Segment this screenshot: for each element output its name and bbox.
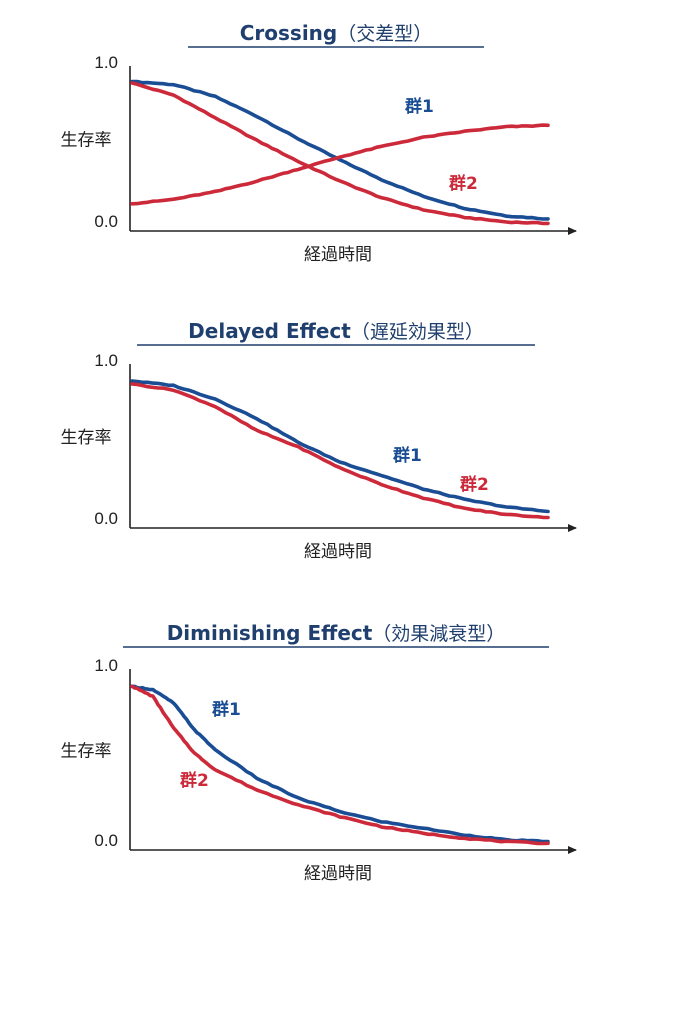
chart-title: Diminishing Effect（効果減衰型） <box>167 621 506 645</box>
y-axis-label: 生存率 <box>61 131 112 151</box>
chart-title: Crossing（交差型） <box>240 21 433 45</box>
x-axis-label: 経過時間 <box>304 864 372 884</box>
series-line-group2 <box>130 81 550 226</box>
y-tick-label-top: 1.0 <box>94 351 118 370</box>
y-axis-label: 生存率 <box>61 742 112 762</box>
chart-title-main: Crossing <box>240 21 338 45</box>
chart-title-paren: （効果減衰型） <box>372 623 505 645</box>
series-label-group1: 群1 <box>212 699 241 720</box>
y-tick-label-bottom: 0.0 <box>94 831 118 850</box>
y-tick-label-bottom: 0.0 <box>94 509 118 528</box>
chart-title: Delayed Effect（遅延効果型） <box>188 319 484 343</box>
series-label-group1: 群1 <box>405 96 434 117</box>
y-tick-label-top: 1.0 <box>94 656 118 675</box>
y-tick-label-top: 1.0 <box>94 53 118 72</box>
series-label-group2: 群2 <box>180 770 209 791</box>
series-line-group2 <box>130 684 550 846</box>
series-label-group2: 群2 <box>460 474 489 495</box>
y-tick-label-bottom: 0.0 <box>94 212 118 231</box>
y-axis-label: 生存率 <box>61 428 112 448</box>
x-axis-label: 経過時間 <box>304 542 372 562</box>
series-line-group2 <box>130 382 550 520</box>
chart-title-main: Delayed Effect <box>188 319 351 343</box>
series-line-group1 <box>130 379 550 514</box>
series-line-group2-tail <box>130 123 550 206</box>
series-line-group1 <box>130 684 550 844</box>
chart-title-paren: （交差型） <box>337 23 432 45</box>
series-label-group2: 群2 <box>449 173 478 194</box>
x-axis-label: 経過時間 <box>304 245 372 265</box>
chart-title-main: Diminishing Effect <box>167 621 373 645</box>
series-label-group1: 群1 <box>393 445 422 466</box>
chart-title-paren: （遅延効果型） <box>351 321 484 343</box>
series-line-group1 <box>130 79 550 221</box>
